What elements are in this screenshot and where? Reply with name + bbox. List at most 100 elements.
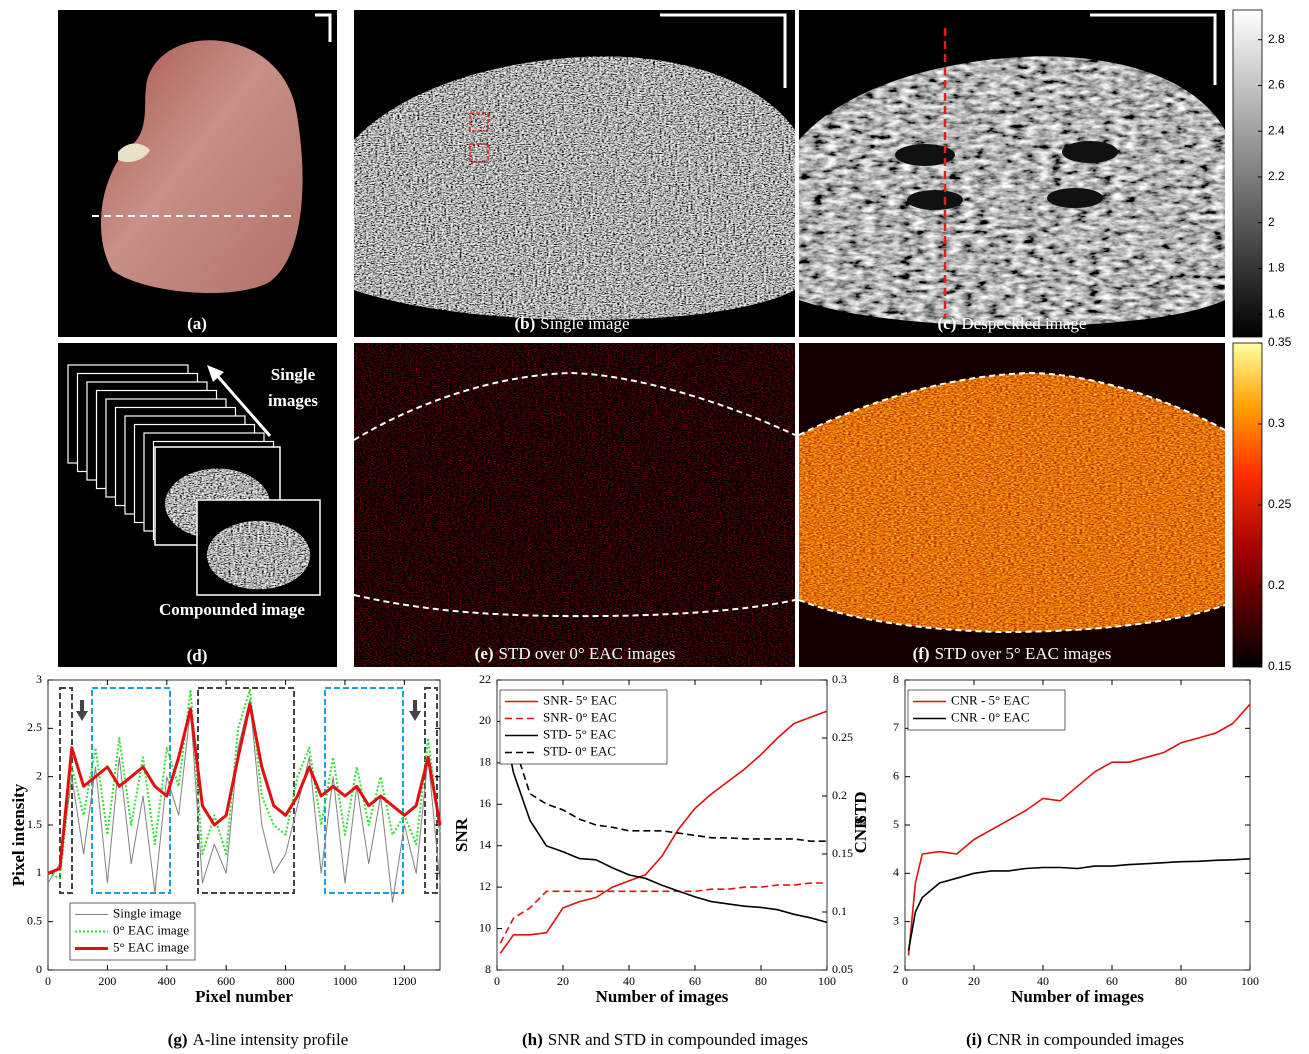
colorbar-label: 0.3 xyxy=(1268,416,1285,430)
caption-text: Single image xyxy=(540,314,629,333)
std-map xyxy=(354,343,795,667)
chart-caption: (i)CNR in compounded images xyxy=(966,1030,1184,1049)
x-tick-label: 20 xyxy=(557,974,569,988)
y-tick-label: 10 xyxy=(479,920,491,934)
arrow xyxy=(409,711,421,721)
y-tick-label: 8 xyxy=(893,672,899,686)
y-tick-label: 2 xyxy=(893,962,899,976)
x-tick-label: 800 xyxy=(277,974,295,988)
legend-label: SNR- 5° EAC xyxy=(543,692,617,707)
y-tick-label: 1 xyxy=(36,865,42,879)
caption-text: SNR and STD in compounded images xyxy=(548,1030,808,1049)
panel-caption: (d) xyxy=(187,646,208,665)
thumbnail xyxy=(207,521,310,589)
legend-label: CNR - 0° EAC xyxy=(951,709,1030,724)
x-tick-label: 100 xyxy=(818,974,836,988)
caption-label: (h) xyxy=(522,1030,543,1049)
ultrasound-image xyxy=(799,56,1225,326)
caption-text: CNR in compounded images xyxy=(987,1030,1184,1049)
panel-label: (f) xyxy=(913,644,930,663)
x-tick-label: 40 xyxy=(1037,974,1049,988)
y2-tick-label: 0.15 xyxy=(832,846,853,860)
x-tick-label: 60 xyxy=(1106,974,1118,988)
colorbar xyxy=(1233,10,1262,337)
y-tick-label: 14 xyxy=(479,837,491,851)
colorbar-label: 0.2 xyxy=(1268,578,1285,592)
y2-tick-label: 0.25 xyxy=(832,730,853,744)
x-tick-label: 60 xyxy=(689,974,701,988)
x-tick-label: 80 xyxy=(755,974,767,988)
x-tick-label: 0 xyxy=(45,974,51,988)
y-tick-label: 4 xyxy=(893,865,899,879)
y-tick-label: 20 xyxy=(479,713,491,727)
series-line xyxy=(48,704,440,873)
y2-tick-label: 0.1 xyxy=(832,904,847,918)
panel-label: (a) xyxy=(187,314,207,333)
std-map xyxy=(799,373,1225,632)
panel-caption: (f) STD over 5° EAC images xyxy=(913,644,1112,663)
chart-caption: (h) SNR and STD in compounded images xyxy=(522,1030,808,1049)
panel-label: (b) xyxy=(514,314,535,333)
y-tick-label: 3 xyxy=(893,913,899,927)
x-tick-label: 200 xyxy=(98,974,116,988)
caption-label: (g) xyxy=(168,1030,188,1049)
y-tick-label: 22 xyxy=(479,672,491,686)
x-tick-label: 40 xyxy=(623,974,635,988)
colorbar-label: 1.8 xyxy=(1268,261,1285,275)
colorbar xyxy=(1233,343,1262,667)
x-tick-label: 100 xyxy=(1241,974,1259,988)
y-tick-label: 2 xyxy=(36,768,42,782)
caption-text: STD over 0° EAC images xyxy=(499,644,676,663)
x-tick-label: 1000 xyxy=(333,974,357,988)
colorbar-label: 1.6 xyxy=(1268,306,1285,320)
panel-caption: (a) xyxy=(187,314,207,333)
panel-label: (e) xyxy=(475,644,494,663)
chart-caption: (g)A-line intensity profile xyxy=(168,1030,349,1049)
panel-caption: (b) Single image xyxy=(514,314,629,333)
x-tick-label: 0 xyxy=(494,974,500,988)
stack-text: Single xyxy=(271,365,316,384)
y-axis-label: Pixel intensity xyxy=(9,783,28,886)
colorbar-label: 2.8 xyxy=(1268,32,1285,46)
panel-caption: (e) STD over 0° EAC images xyxy=(475,644,676,663)
y-tick-label: 0 xyxy=(36,962,42,976)
y-tick-label: 7 xyxy=(893,720,899,734)
colorbar-label: 0.25 xyxy=(1268,497,1292,511)
front-text: Compounded image xyxy=(159,600,305,619)
figure: SingleimagesCompounded image (a)(b)Singl… xyxy=(0,0,1309,1054)
cavity xyxy=(1062,141,1118,163)
x-tick-label: 20 xyxy=(968,974,980,988)
cavity xyxy=(1047,188,1103,208)
y-axis-label: SNR xyxy=(452,817,471,852)
y-tick-label: 0.5 xyxy=(27,913,42,927)
panel-label: (c) xyxy=(938,314,957,333)
colorbar-label: 2.4 xyxy=(1268,123,1285,137)
x-axis-label: Number of images xyxy=(596,987,729,1006)
legend-label: STD- 0° EAC xyxy=(543,743,616,758)
caption-text: Despeckled image xyxy=(961,314,1086,333)
panel-c xyxy=(799,10,1225,337)
caption-text: STD over 5° EAC images xyxy=(935,644,1112,663)
x-tick-label: 400 xyxy=(158,974,176,988)
legend-label: Single image xyxy=(113,905,181,920)
arrow xyxy=(413,700,417,712)
y-tick-label: 8 xyxy=(485,962,491,976)
x-axis-label: Number of images xyxy=(1011,987,1144,1006)
x-tick-label: 1200 xyxy=(392,974,416,988)
y2-tick-label: 0.3 xyxy=(832,672,847,686)
series-line xyxy=(500,883,827,943)
cavity xyxy=(907,190,963,210)
panel-f xyxy=(799,343,1225,667)
y2-tick-label: 0.05 xyxy=(832,962,853,976)
ultrasound-image xyxy=(354,56,795,320)
legend-label: CNR - 5° EAC xyxy=(951,692,1030,707)
colorbar-label: 2.2 xyxy=(1268,169,1285,183)
y-tick-label: 12 xyxy=(479,879,491,893)
series-line xyxy=(909,859,1251,951)
panel-b xyxy=(354,10,795,337)
y-tick-label: 16 xyxy=(479,796,491,810)
x-tick-label: 600 xyxy=(217,974,235,988)
y-tick-label: 6 xyxy=(893,768,899,782)
series-line xyxy=(909,704,1251,955)
panel-a xyxy=(58,10,337,337)
